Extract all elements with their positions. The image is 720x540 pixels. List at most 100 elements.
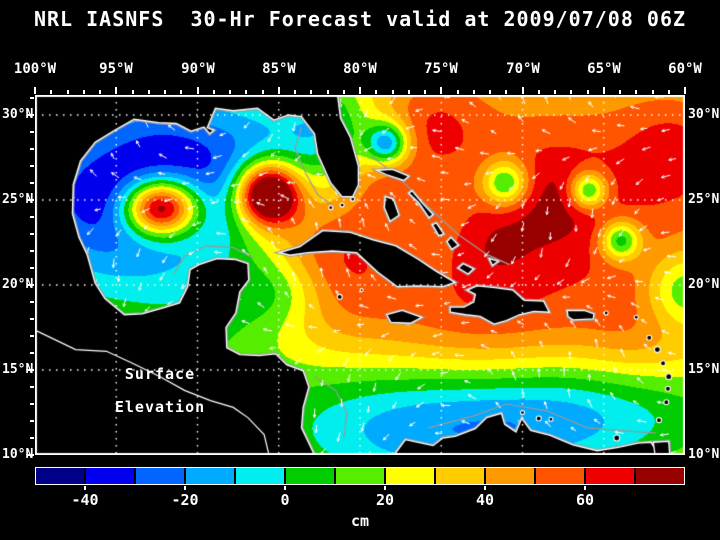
axis-tick (27, 283, 34, 286)
colorbar-segment (386, 468, 434, 484)
colorbar-tick (484, 486, 486, 490)
axis-tick (586, 90, 589, 94)
axis-tick (27, 198, 34, 201)
axis-tick (131, 90, 134, 94)
colorbar-segment (36, 468, 84, 484)
axis-tick (472, 90, 475, 94)
axis-tick (27, 454, 34, 456)
lat-label: 20°N (688, 277, 720, 292)
axis-tick (294, 90, 296, 94)
colorbar-tick (584, 486, 586, 490)
colorbar-tick (84, 486, 86, 490)
axis-tick (407, 90, 410, 94)
map-plot-area: Surface Elevation (35, 95, 685, 455)
axis-tick (440, 87, 443, 94)
lon-label: 90°W (181, 61, 215, 77)
axis-tick (30, 181, 34, 184)
axis-tick (30, 215, 34, 218)
axis-tick (456, 90, 459, 94)
axis-tick (30, 130, 34, 133)
colorbar-tick-label: 60 (575, 491, 595, 509)
field-annotation: Surface Elevation (90, 365, 230, 416)
axis-tick (34, 87, 36, 94)
lat-label: 10°N (2, 447, 34, 462)
axis-tick (391, 90, 394, 94)
axis-tick (27, 368, 34, 371)
colorbar-segment (536, 468, 584, 484)
axis-tick (115, 87, 118, 94)
lon-label: 70°W (506, 61, 540, 77)
axis-tick (82, 90, 85, 94)
axis-tick (30, 147, 34, 150)
annotation-line-1: Surface (124, 365, 196, 383)
axis-tick (359, 87, 361, 94)
axis-tick (505, 90, 508, 94)
axis-tick (30, 317, 34, 320)
axis-tick (30, 300, 34, 303)
axis-tick (424, 90, 426, 94)
axis-tick (602, 87, 605, 94)
colorbar-segment (136, 468, 184, 484)
axis-tick (375, 90, 378, 94)
colorbar-segment (636, 468, 684, 484)
lon-label: 75°W (424, 61, 458, 77)
colorbar-tick-label: 20 (375, 491, 395, 509)
colorbar-segment (586, 468, 634, 484)
lon-label: 60°W (668, 61, 702, 77)
colorbar-tick-label: -20 (171, 491, 199, 509)
axis-tick (30, 436, 34, 439)
axis-tick (164, 90, 166, 94)
colorbar-unit-label: cm (350, 512, 370, 530)
axis-tick (30, 351, 34, 354)
colorbar-tick (184, 486, 186, 490)
axis-tick (180, 90, 183, 94)
axis-tick (229, 90, 231, 94)
axis-tick (50, 90, 53, 94)
axis-tick (30, 164, 34, 167)
colorbar-segment (436, 468, 484, 484)
axis-tick (30, 334, 34, 337)
axis-tick (277, 87, 280, 94)
sea-surface-elevation-map (35, 95, 685, 455)
colorbar-segment (286, 468, 334, 484)
lon-label: 80°W (343, 61, 377, 77)
axis-tick (537, 90, 540, 94)
lat-label: 30°N (688, 107, 720, 122)
axis-tick (196, 87, 199, 94)
axis-tick (212, 90, 215, 94)
lat-label: 20°N (2, 277, 34, 292)
axis-tick (635, 90, 638, 94)
colorbar-segment (236, 468, 284, 484)
axis-tick (99, 90, 101, 94)
axis-tick (570, 90, 573, 94)
lat-label: 15°N (688, 362, 720, 377)
lat-label: 30°N (2, 107, 34, 122)
colorbar-tick-label: -40 (71, 491, 99, 509)
plot-title: NRL IASNFS 30-Hr Forecast valid at 2009/… (33, 7, 687, 31)
axis-tick (30, 266, 34, 269)
axis-tick (489, 90, 491, 94)
axis-tick (521, 87, 524, 94)
colorbar-segment (486, 468, 534, 484)
colorbar-segment (186, 468, 234, 484)
axis-tick (619, 90, 621, 94)
colorbar-tick (284, 486, 286, 490)
colorbar-segment (86, 468, 134, 484)
lon-label: 95°W (99, 61, 133, 77)
axis-tick (30, 402, 34, 405)
axis-tick (554, 90, 556, 94)
axis-tick (310, 90, 313, 94)
colorbar-tick-label: 40 (475, 491, 495, 509)
lat-label: 10°N (688, 447, 720, 462)
axis-tick (245, 90, 248, 94)
axis-tick (30, 232, 34, 235)
annotation-line-2: Elevation (114, 398, 206, 416)
lon-label: 85°W (262, 61, 296, 77)
lat-label: 25°N (688, 192, 720, 207)
axis-tick (66, 90, 69, 94)
lat-label: 15°N (2, 362, 34, 377)
colorbar-tick-label: 0 (280, 491, 290, 509)
colorbar (35, 467, 685, 485)
axis-tick (27, 113, 34, 116)
